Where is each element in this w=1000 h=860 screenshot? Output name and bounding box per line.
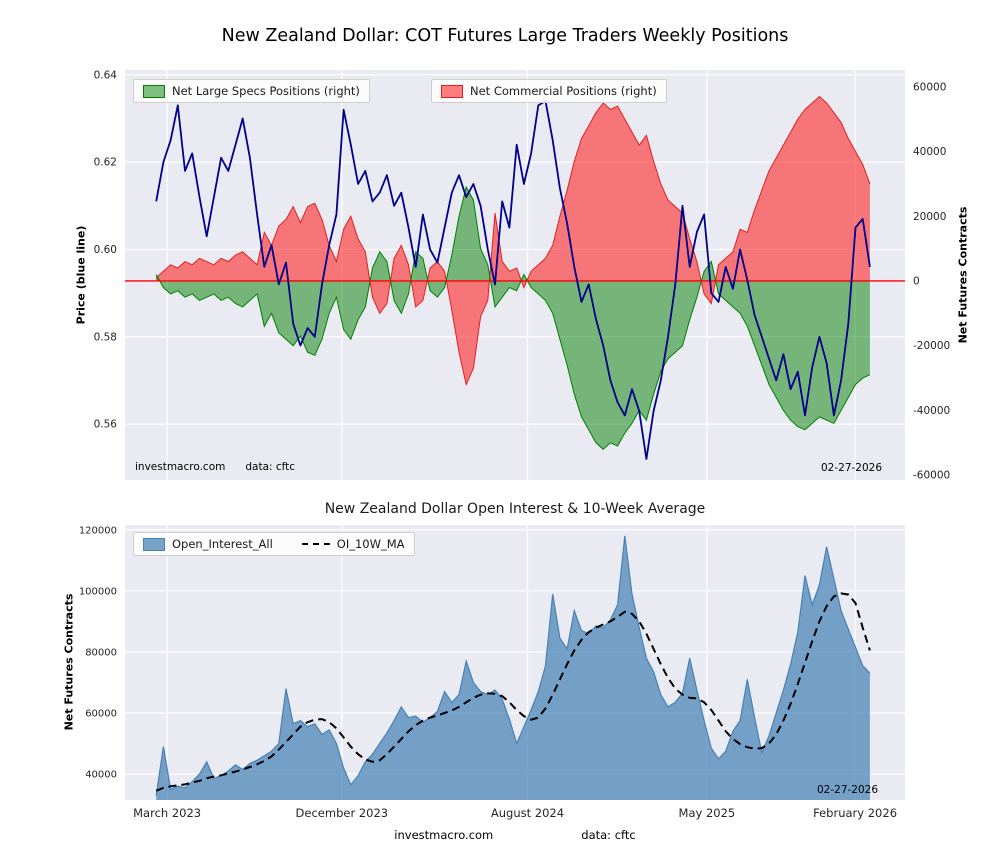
legend-label-specs: Net Large Specs Positions (right) — [172, 84, 360, 98]
page-title: New Zealand Dollar: COT Futures Large Tr… — [221, 26, 789, 46]
watermark-source: data: cftc — [245, 461, 296, 473]
footer-site: investmacro.com — [394, 828, 494, 842]
svg-text:60000: 60000 — [913, 81, 946, 93]
oi-chart-title: New Zealand Dollar Open Interest & 10-We… — [324, 501, 706, 517]
dashed-line-swatch-icon — [301, 543, 330, 545]
svg-text:0.60: 0.60 — [94, 244, 117, 256]
svg-text:0.64: 0.64 — [94, 69, 118, 81]
svg-text:-40000: -40000 — [913, 405, 950, 417]
svg-text:40000: 40000 — [913, 146, 946, 158]
svg-text:0: 0 — [913, 275, 920, 287]
y-axis-label-net-contracts-right: Net Futures Contracts — [956, 206, 970, 344]
legend-entry-open-interest: Open_Interest_All — [143, 537, 273, 551]
svg-text:March 2023: March 2023 — [133, 806, 201, 820]
svg-text:0.58: 0.58 — [94, 331, 117, 343]
svg-text:60000: 60000 — [85, 709, 117, 720]
svg-text:100000: 100000 — [79, 586, 117, 597]
svg-text:80000: 80000 — [85, 647, 117, 658]
blue-area-swatch-icon — [143, 537, 165, 551]
legend-label-ma: OI_10W_MA — [336, 537, 405, 551]
svg-text:February 2026: February 2026 — [813, 806, 897, 820]
svg-text:0.56: 0.56 — [94, 419, 118, 431]
legend-net-commercials: Net Commercial Positions (right) — [431, 79, 667, 103]
watermark-site: investmacro.com — [135, 461, 226, 473]
svg-text:-60000: -60000 — [913, 470, 950, 482]
svg-text:120000: 120000 — [79, 525, 117, 536]
legend-label-commercials: Net Commercial Positions (right) — [470, 84, 657, 98]
svg-text:May 2025: May 2025 — [679, 806, 736, 820]
legend-label-open-interest: Open_Interest_All — [172, 537, 273, 551]
y-axis-label-net-contracts-bottom: Net Futures Contracts — [62, 593, 76, 731]
svg-text:40000: 40000 — [85, 770, 117, 781]
svg-text:-20000: -20000 — [913, 340, 950, 352]
red-area-swatch-icon — [441, 84, 463, 98]
top-chart-watermark: investmacro.com data: cftc — [135, 461, 295, 473]
legend-open-interest: Open_Interest_All OI_10W_MA — [133, 532, 415, 556]
svg-text:0.62: 0.62 — [94, 157, 117, 169]
y-axis-label-price: Price (blue line) — [74, 225, 88, 325]
legend-net-large-specs: Net Large Specs Positions (right) — [133, 79, 370, 103]
green-area-swatch-icon — [143, 84, 165, 98]
svg-text:August 2024: August 2024 — [491, 806, 564, 820]
footer-watermark: investmacro.com data: cftc — [125, 828, 905, 842]
svg-text:December 2023: December 2023 — [296, 806, 389, 820]
bottom-chart-date: 02-27-2026 — [817, 784, 879, 796]
top-chart-date: 02-27-2026 — [821, 462, 883, 474]
legend-entry-ma: OI_10W_MA — [301, 537, 405, 551]
svg-text:20000: 20000 — [913, 211, 946, 223]
footer-source: data: cftc — [581, 828, 636, 842]
